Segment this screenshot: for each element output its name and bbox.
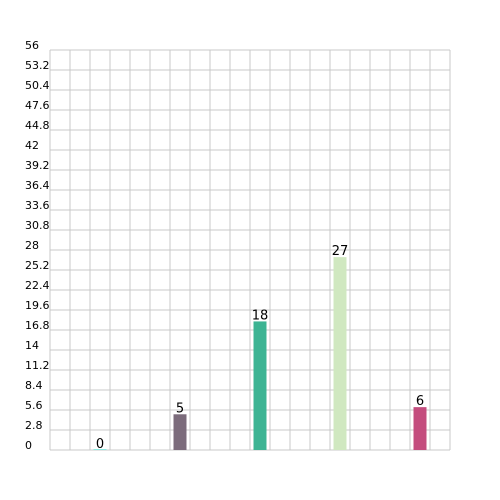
y-tick-label: 56 bbox=[25, 39, 39, 52]
y-tick-label: 44.8 bbox=[25, 119, 50, 132]
y-tick-label: 50.4 bbox=[25, 79, 50, 92]
y-tick-label: 2.8 bbox=[25, 419, 43, 432]
data-labels: 0 5 18 27 6 bbox=[96, 244, 424, 452]
y-tick-label: 14 bbox=[25, 339, 39, 352]
y-tick-label: 19.6 bbox=[25, 299, 50, 312]
bar bbox=[413, 407, 427, 450]
y-tick-label: 16.8 bbox=[25, 319, 50, 332]
y-tick-label: 0 bbox=[25, 439, 32, 452]
y-tick-label: 47.6 bbox=[25, 99, 50, 112]
y-tick-label: 28 bbox=[25, 239, 39, 252]
bar bbox=[253, 321, 267, 450]
bar-value-label: 6 bbox=[416, 394, 424, 409]
bar-value-label: 18 bbox=[252, 308, 269, 323]
y-tick-label: 11.2 bbox=[25, 359, 50, 372]
y-axis-ticks: 0 2.8 5.6 8.4 11.2 14 16.8 19.6 22.4 25.2 28 30.8 33… bbox=[25, 39, 50, 452]
bar bbox=[173, 414, 187, 450]
y-tick-label: 22.4 bbox=[25, 279, 50, 292]
y-tick-label: 25.2 bbox=[25, 259, 50, 272]
bar-value-label: 5 bbox=[176, 401, 184, 416]
y-tick-label: 5.6 bbox=[25, 399, 43, 412]
y-tick-label: 42 bbox=[25, 139, 39, 152]
y-tick-label: 39.2 bbox=[25, 159, 50, 172]
bar bbox=[333, 257, 347, 450]
bars bbox=[93, 257, 427, 450]
bar bbox=[93, 449, 107, 450]
bar-value-label: 27 bbox=[332, 244, 349, 259]
grid bbox=[49, 49, 451, 451]
y-tick-label: 8.4 bbox=[25, 379, 43, 392]
y-tick-label: 53.2 bbox=[25, 59, 50, 72]
y-tick-label: 36.4 bbox=[25, 179, 50, 192]
bar-value-label: 0 bbox=[96, 437, 104, 452]
y-tick-label: 30.8 bbox=[25, 219, 50, 232]
y-tick-label: 33.6 bbox=[25, 199, 50, 212]
